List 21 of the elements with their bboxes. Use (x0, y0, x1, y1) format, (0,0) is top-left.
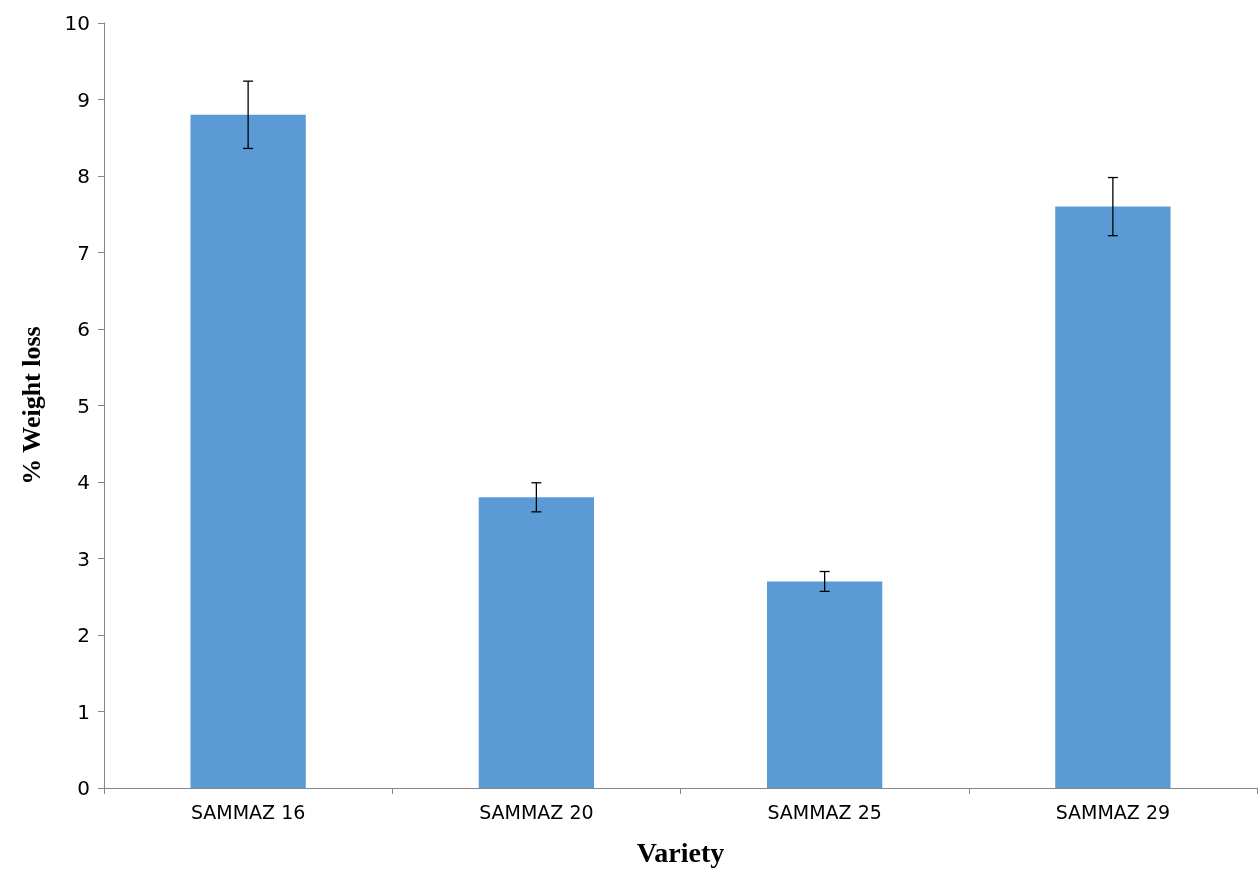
y-tick-label: 8 (77, 164, 90, 188)
y-tick-label: 6 (77, 317, 90, 341)
y-tick-label: 7 (77, 240, 90, 265)
bar (478, 497, 595, 788)
x-axis-title: Variety (636, 836, 725, 868)
x-tick-label: SAMMAZ 25 (767, 800, 882, 823)
x-tick-label: SAMMAZ 29 (1055, 800, 1171, 823)
bar (190, 114, 306, 788)
y-tick-label: 10 (64, 11, 90, 35)
y-tick-label: 0 (77, 776, 90, 800)
y-tick-label: 3 (77, 546, 90, 571)
y-axis-title: % Weight loss (16, 326, 46, 485)
x-tick-label: SAMMAZ 20 (479, 800, 594, 823)
y-tick-label: 5 (77, 393, 90, 418)
bar (1055, 206, 1171, 788)
y-tick-label: 2 (77, 623, 90, 647)
y-tick-label: 9 (77, 87, 90, 112)
y-tick-label: 4 (77, 470, 90, 494)
bar (766, 581, 883, 788)
y-tick-label: 1 (77, 699, 90, 724)
x-tick-label: SAMMAZ 16 (190, 800, 306, 823)
